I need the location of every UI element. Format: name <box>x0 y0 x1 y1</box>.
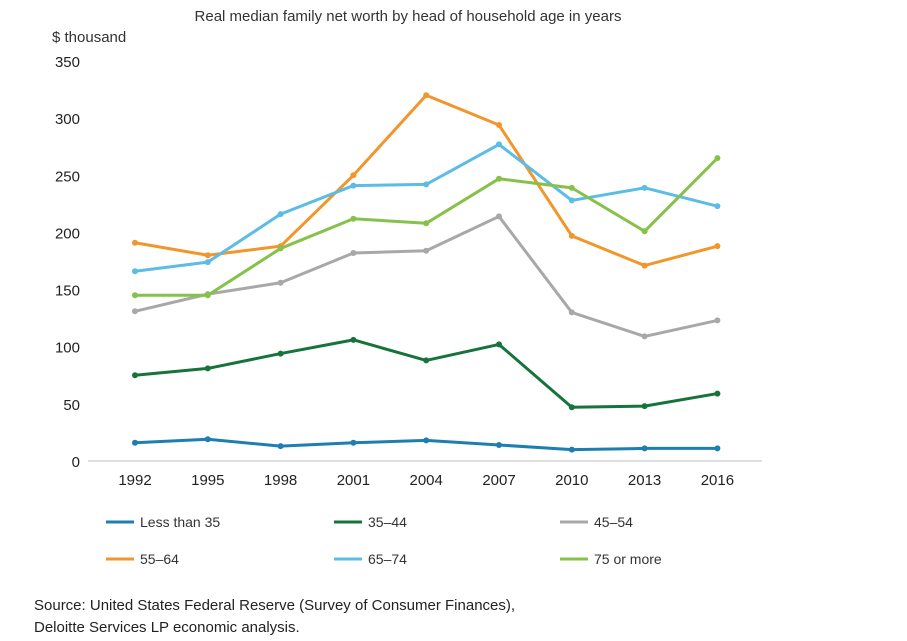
data-point <box>423 92 430 99</box>
data-point <box>132 308 138 315</box>
x-tick-label: 1992 <box>118 472 151 489</box>
data-point <box>132 292 138 299</box>
legend-label: 35–44 <box>368 514 407 530</box>
data-point <box>568 184 575 191</box>
data-point <box>423 247 430 254</box>
data-point <box>204 365 211 372</box>
data-point <box>641 445 648 452</box>
data-point <box>423 437 430 444</box>
x-tick-label: 1998 <box>264 472 297 489</box>
y-tick-label: 50 <box>63 397 80 414</box>
data-point <box>350 250 357 256</box>
legend: Less than 35 35–44 45–54 55–64 65–74 75 or mo… <box>106 514 662 567</box>
data-point <box>350 336 357 343</box>
data-point <box>277 211 284 218</box>
data-point <box>204 259 211 266</box>
data-point <box>714 317 721 324</box>
legend-label: 65–74 <box>368 551 407 567</box>
data-point <box>714 445 721 452</box>
x-tick-label: 2010 <box>555 472 588 489</box>
series-line-5 <box>133 156 719 297</box>
legend-label: 75 or more <box>594 551 662 567</box>
y-tick-label: 100 <box>55 340 80 357</box>
y-axis-unit-label: $ thousand <box>52 29 126 46</box>
chart-title: Real median family net worth by head of … <box>195 8 622 25</box>
data-point <box>277 350 284 357</box>
data-point <box>568 197 575 204</box>
y-tick-label: 250 <box>55 168 80 185</box>
x-tick-label: 2001 <box>337 472 370 489</box>
data-point <box>568 309 575 316</box>
data-point <box>277 245 284 252</box>
data-point <box>496 141 502 148</box>
data-point <box>714 155 721 162</box>
series-line-3 <box>133 93 719 268</box>
legend-label: 55–64 <box>140 551 179 567</box>
series-line-1 <box>133 338 719 409</box>
data-point <box>132 439 138 446</box>
y-tick-label: 350 <box>55 54 80 71</box>
data-point <box>568 232 575 239</box>
data-point <box>496 341 502 348</box>
x-tick-label: 1995 <box>191 472 224 489</box>
data-point <box>277 279 284 286</box>
data-point <box>423 181 430 188</box>
y-tick-label: 0 <box>72 454 80 471</box>
data-point <box>423 357 430 364</box>
data-point <box>204 292 211 299</box>
data-point <box>132 268 138 275</box>
data-point <box>132 239 138 246</box>
data-point <box>277 443 284 450</box>
y-tick-label: 300 <box>55 111 80 128</box>
data-point <box>204 252 211 259</box>
y-tick-label: 150 <box>55 283 80 300</box>
data-point <box>641 184 648 191</box>
data-point <box>714 243 721 250</box>
data-point <box>350 182 357 189</box>
data-point <box>641 333 648 340</box>
source-line-1: Source: United States Federal Reserve (S… <box>34 597 516 614</box>
data-point <box>132 372 138 379</box>
data-point <box>641 228 648 235</box>
line-chart: Real median family net worth by head of … <box>52 8 762 567</box>
data-point <box>641 403 648 410</box>
x-tick-label: 2016 <box>701 472 734 489</box>
data-point <box>568 404 575 411</box>
data-point <box>714 390 721 397</box>
source-line-2: Deloitte Services LP economic analysis. <box>34 619 300 636</box>
x-tick-label: 2007 <box>482 472 515 489</box>
data-point <box>641 262 648 269</box>
data-point <box>496 442 502 448</box>
y-tick-label: 200 <box>55 225 80 242</box>
data-point <box>423 220 430 227</box>
data-point <box>496 175 502 182</box>
data-point <box>350 215 357 222</box>
x-axis-ticks: 1992 1995 1998 2001 2004 2007 2010 2013 2016 <box>118 472 734 489</box>
series-lines <box>132 92 721 453</box>
data-point <box>350 172 357 179</box>
data-point <box>350 439 357 446</box>
legend-label: Less than 35 <box>140 514 220 530</box>
data-point <box>496 122 502 128</box>
data-point <box>496 213 502 220</box>
series-line-2 <box>133 214 719 338</box>
data-point <box>204 436 211 443</box>
data-point <box>714 203 721 210</box>
y-axis-ticks: 0 50 100 150 200 250 300 350 <box>55 54 80 471</box>
x-tick-label: 2004 <box>410 472 443 489</box>
legend-label: 45–54 <box>594 514 633 530</box>
x-tick-label: 2013 <box>628 472 661 489</box>
source-note: Source: United States Federal Reserve (S… <box>34 595 515 639</box>
data-point <box>568 446 575 453</box>
